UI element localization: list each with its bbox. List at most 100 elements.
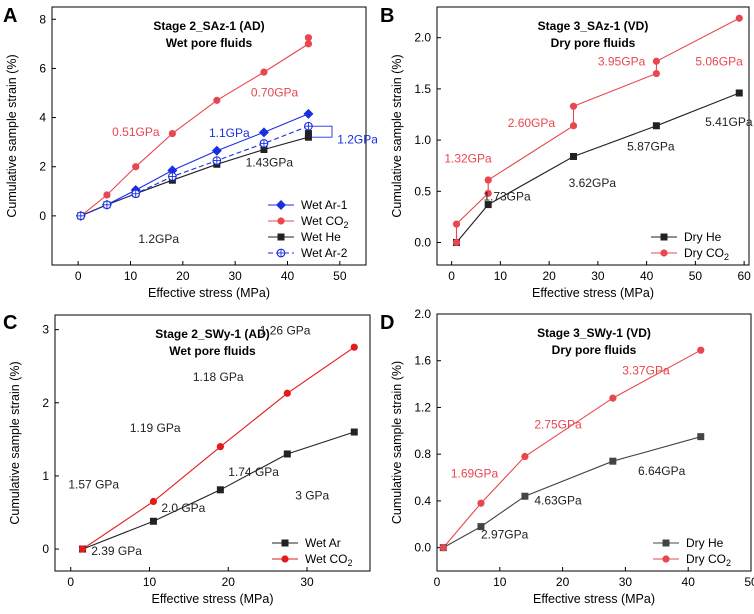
annotation-label: 2.97GPa [481, 527, 529, 541]
data-point [652, 122, 660, 130]
annotations: 1.69GPa 2.75GPa 3.37GPa 2.97GPa 4.63GPa 6.64G… [451, 364, 686, 542]
annotation-label: 5.87GPa [627, 139, 675, 153]
data-point [570, 152, 577, 160]
y-tick-label: 1.6 [414, 354, 431, 368]
x-tick-label: 10 [493, 575, 507, 589]
x-tick-label: 50 [744, 575, 754, 589]
annotation-label: 0.51GPa [112, 125, 160, 139]
annotation-label: 4.63GPa [534, 493, 582, 507]
annotation-label: 1.73GPa [483, 190, 531, 204]
data-point [521, 492, 529, 500]
annotation-label: 1.74 GPa [228, 465, 279, 479]
x-axis-label: Effective stress (MPa) [533, 592, 655, 606]
data-point [735, 89, 743, 97]
axis-ticks: 0 10 20 30 0 1 2 3 [42, 323, 314, 589]
annotations: 1.57 GPa 1.19 GPa 1.18 GPa 1.26 GPa 2.0 GPa 1… [68, 324, 329, 558]
annotation-label: 1.2GPa [337, 132, 377, 146]
data-point [609, 457, 617, 465]
data-point [303, 108, 314, 119]
legend-marker [277, 233, 285, 241]
y-tick-label: 0.4 [414, 494, 431, 508]
annotation-label: 1.57 GPa [68, 477, 119, 491]
data-point [304, 40, 313, 48]
x-tick-label: 50 [333, 269, 347, 283]
y-tick-label: 1.2 [414, 400, 431, 414]
annotation-label: 3 GPa [295, 488, 329, 502]
series-line [80, 37, 309, 217]
series-markers [439, 346, 705, 552]
chart-title: Stage 2_SWy-1 (AD) [155, 327, 269, 341]
y-tick-label: 0.0 [414, 541, 431, 555]
x-tick-label: 30 [591, 269, 605, 283]
series-line [442, 349, 702, 548]
panel-c: C Cumulative sample strain (%) Effective… [3, 312, 371, 606]
annotation-label: 2.0 GPa [161, 501, 205, 515]
y-tick-label: 2.0 [414, 31, 431, 45]
data-point [103, 191, 111, 199]
legend-entry: Dry He [686, 536, 724, 550]
data-point [609, 394, 617, 402]
x-tick-label: 40 [682, 575, 696, 589]
data-point [304, 130, 312, 138]
y-tick-label: 0 [39, 209, 46, 223]
legend-entry: Wet CO2 [305, 552, 352, 568]
annotation-label: 1.18 GPa [193, 370, 244, 384]
chart-subtitle: Wet pore fluids [166, 36, 253, 50]
y-tick-label: 0.0 [414, 235, 431, 249]
x-tick-label: 10 [124, 269, 138, 283]
annotation-label: 5.06GPa [695, 54, 743, 68]
annotation-label: 3.37GPa [622, 364, 670, 378]
plot-frame [436, 6, 750, 266]
plot-frame [436, 313, 752, 572]
data-point [283, 450, 291, 458]
data-point [350, 343, 358, 351]
data-point [304, 133, 312, 141]
data-point [350, 428, 358, 436]
panel-label: D [380, 312, 394, 334]
annotation-label: 1.1GPa [209, 126, 250, 140]
annotation-label: 0.70GPa [251, 86, 299, 100]
data-point [78, 545, 87, 553]
x-tick-label: 50 [689, 269, 703, 283]
annotation-label: 1.43GPa [246, 156, 294, 170]
legend-entry: Dry He [684, 230, 722, 244]
axis-ticks: 0 10 20 30 40 50 0.0 0.4 0.8 1.2 1.6 2.0 [414, 307, 754, 589]
legend-marker [277, 217, 285, 225]
x-axis-label: Effective stress (MPa) [151, 592, 273, 606]
chart-title: Stage 2_SAz-1 (AD) [153, 19, 264, 33]
legend-entry: Wet Ar-1 [301, 198, 348, 212]
data-point [216, 486, 224, 494]
x-tick-label: 30 [619, 575, 633, 589]
data-point [652, 57, 660, 65]
x-tick-label: 20 [176, 269, 190, 283]
x-tick-label: 10 [143, 575, 157, 589]
legend-marker [662, 555, 670, 563]
data-point [149, 497, 158, 506]
series-line [455, 17, 740, 243]
annotation-label: 2.60GPa [508, 116, 556, 130]
panel-b: B Cumulative sample strain (%) Effective… [380, 5, 753, 300]
annotation-label: 1.26 GPa [260, 324, 311, 338]
x-tick-label: 0 [75, 269, 82, 283]
y-tick-label: 2 [42, 396, 49, 410]
panel-label: C [3, 312, 17, 334]
x-tick-label: 40 [281, 269, 295, 283]
chart-subtitle: Dry pore fluids [552, 343, 637, 357]
data-point [132, 163, 140, 171]
annotation-label: 1.2GPa [138, 232, 179, 246]
y-axis-label: Cumulative sample strain (%) [390, 361, 404, 524]
axis-ticks: 0 10 20 30 40 50 60 0.0 0.5 1.0 1.5 2.0 [414, 31, 751, 283]
chart-title: Stage 3_SAz-1 (VD) [538, 19, 649, 33]
data-point [168, 129, 176, 138]
data-point [521, 452, 529, 461]
data-point [484, 176, 492, 184]
data-point [149, 517, 157, 525]
series-markers [78, 343, 358, 553]
y-axis-label: Cumulative sample strain (%) [390, 54, 404, 217]
legend: Dry He Dry CO2 [653, 536, 731, 568]
y-tick-label: 1.0 [414, 133, 431, 147]
legend: Dry He Dry CO2 [651, 230, 729, 262]
data-point [477, 499, 485, 507]
data-point [484, 201, 492, 209]
